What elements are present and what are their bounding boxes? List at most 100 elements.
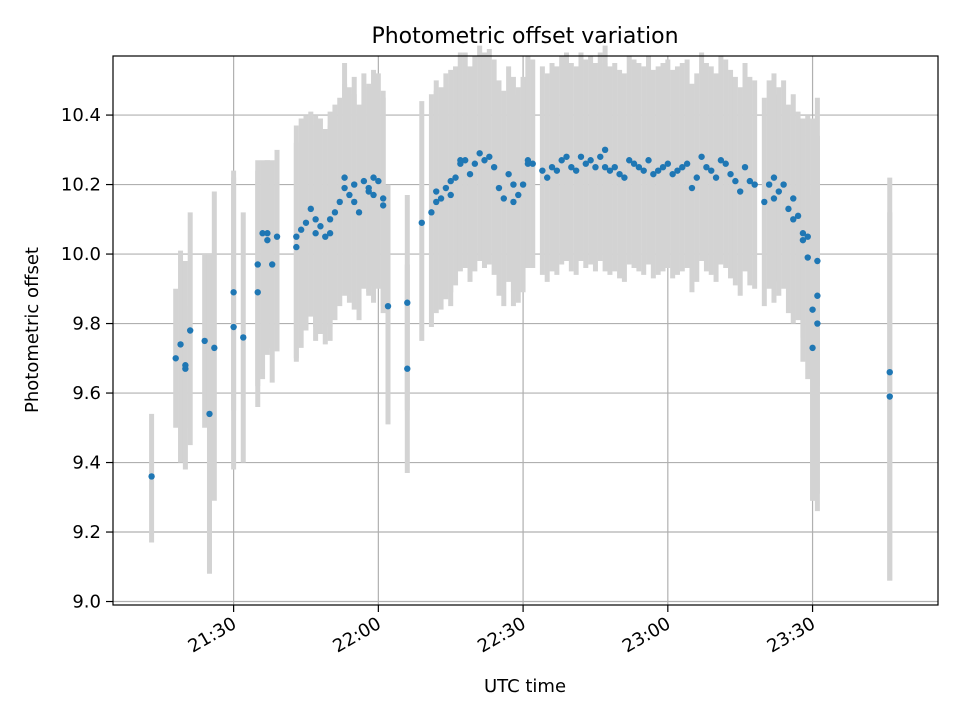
data-point [341,174,348,181]
data-point [182,365,189,372]
data-point [524,157,532,164]
data-point [606,167,614,174]
data-point [809,306,816,313]
data-point [809,344,816,352]
data-point [269,261,276,268]
data-point [341,184,348,192]
data-point [326,230,334,237]
data-point [471,160,479,167]
data-point [775,188,782,195]
data-point [761,198,768,206]
data-point [577,153,585,160]
data-point [654,167,662,174]
y-tick-label: 9.2 [72,522,101,543]
data-point [490,163,498,171]
y-axis-label: Photometric offset [22,247,43,413]
plot-frame [112,55,939,606]
x-axis-label: UTC time [484,676,566,697]
data-point [630,160,638,167]
data-point [447,177,454,185]
data-point [548,163,556,171]
data-point [722,160,729,167]
data-point [476,150,483,157]
y-tick-label: 10.4 [61,105,101,126]
data-point [703,163,710,171]
data-point [351,198,358,206]
data-point [264,230,271,237]
data-point [370,191,377,199]
data-point [379,195,387,202]
data-point [317,223,324,230]
data-point [886,368,893,376]
data-point [712,174,720,181]
data-point [804,254,811,261]
data-point [186,327,194,334]
data-point [355,209,363,216]
data-point [500,195,507,202]
data-point [621,174,628,181]
data-point [486,153,493,160]
data-point [814,292,821,299]
data-points [148,146,893,480]
data-point [312,216,319,223]
data-point [626,157,633,164]
data-point [708,167,715,174]
data-point [790,216,797,223]
data-point [293,233,300,240]
data-point [799,236,807,244]
data-point [254,261,261,268]
data-point [587,157,594,164]
data-point [693,174,700,181]
data-point [674,167,681,174]
data-point [336,198,343,206]
data-point [770,195,778,202]
data-point [814,320,821,327]
data-point [814,257,821,265]
data-point [172,355,179,362]
data-point [746,177,754,185]
data-point [418,219,425,226]
y-tick-label: 9.4 [72,453,101,474]
data-point [736,188,744,195]
data-point [659,163,667,171]
data-point [572,167,580,174]
data-point [727,170,734,178]
data-point [437,195,445,202]
data-point [679,163,686,171]
data-point [515,191,522,199]
data-point [297,226,305,233]
y-tick-label: 9.6 [72,383,101,404]
data-point [616,170,623,178]
data-point [230,289,237,296]
y-tick-label: 9.8 [72,314,101,335]
data-point [799,230,807,237]
data-point [384,302,392,310]
data-point [365,184,372,192]
y-tick-label: 9.0 [72,592,101,613]
data-point [568,163,575,171]
data-point [669,170,676,178]
data-point [293,243,300,251]
data-point [495,184,503,192]
data-point [529,160,536,167]
data-point [732,177,739,185]
data-point [640,167,647,174]
data-point [683,160,691,167]
data-point [886,393,893,400]
data-point [428,209,435,216]
data-point [201,337,208,345]
data-point [461,157,469,164]
data-point [433,188,440,195]
data-point [240,334,247,341]
data-point [452,174,459,181]
data-point [519,181,527,188]
data-point [510,181,517,188]
data-point [447,191,454,199]
data-point [558,157,565,164]
data-point [544,174,551,181]
data-point [582,160,590,167]
data-point [360,177,368,185]
data-point [688,184,696,192]
